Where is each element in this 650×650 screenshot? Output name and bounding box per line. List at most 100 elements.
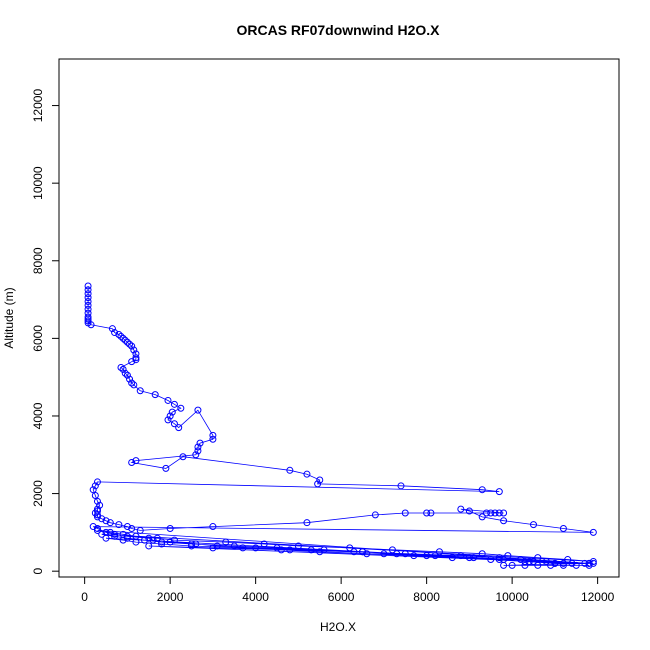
- data-point: [188, 540, 196, 548]
- data-point: [194, 447, 202, 455]
- data-point: [136, 387, 144, 395]
- data-point: [222, 538, 230, 546]
- data-point: [153, 534, 161, 542]
- data-point: [457, 552, 465, 560]
- data-point: [93, 524, 101, 532]
- data-point: [136, 526, 144, 534]
- data-point: [495, 509, 503, 517]
- data-point: [495, 554, 503, 562]
- data-point: [151, 391, 159, 399]
- data-point: [388, 546, 396, 554]
- data-point: [435, 548, 443, 556]
- data-point: [559, 561, 567, 569]
- data-point: [530, 557, 538, 565]
- y-tick-label: 4000: [31, 402, 45, 429]
- data-point: [132, 354, 140, 362]
- data-point: [126, 340, 134, 348]
- data-point: [564, 556, 572, 564]
- data-point: [252, 544, 260, 552]
- data-point: [294, 542, 302, 550]
- data-point: [132, 356, 140, 364]
- data-point: [346, 544, 354, 552]
- data-point: [140, 536, 148, 544]
- data-point: [102, 534, 110, 542]
- data-point: [111, 530, 119, 538]
- x-axis-label: H2O.X: [320, 620, 356, 634]
- data-point: [91, 482, 99, 490]
- data-point: [117, 363, 125, 371]
- data-point: [177, 404, 185, 412]
- data-point: [158, 538, 166, 546]
- data-point: [500, 517, 508, 525]
- data-point: [401, 509, 409, 517]
- data-point: [482, 509, 490, 517]
- data-point: [448, 554, 456, 562]
- data-point: [93, 526, 101, 534]
- data-point: [286, 546, 294, 554]
- data-point: [145, 534, 153, 542]
- data-point: [478, 550, 486, 558]
- data-point: [111, 532, 119, 540]
- data-point: [286, 466, 294, 474]
- data-point: [273, 544, 281, 552]
- data-point: [209, 523, 217, 531]
- data-point: [164, 396, 172, 404]
- data-point: [84, 290, 92, 298]
- data-point: [164, 416, 172, 424]
- x-tick-label: 6000: [328, 590, 355, 604]
- data-point: [106, 519, 114, 527]
- data-point: [559, 524, 567, 532]
- data-point: [194, 443, 202, 451]
- data-point: [166, 412, 174, 420]
- y-axis: 0 2000 4000 6000 8000 10000 12000: [31, 89, 60, 575]
- data-point: [303, 519, 311, 527]
- data-point: [121, 369, 129, 377]
- data-point: [209, 544, 217, 552]
- data-point: [128, 358, 136, 366]
- x-tick-label: 0: [81, 590, 88, 604]
- data-point: [158, 540, 166, 548]
- data-point: [589, 528, 597, 536]
- data-point: [168, 408, 176, 416]
- data-point: [175, 424, 183, 432]
- data-point: [179, 453, 187, 461]
- data-point: [209, 431, 217, 439]
- y-tick-label: 2000: [31, 480, 45, 507]
- data-point: [239, 544, 247, 552]
- data-point: [123, 532, 131, 540]
- data-point: [547, 561, 555, 569]
- data-point: [495, 556, 503, 564]
- data-point: [119, 365, 127, 373]
- data-point: [119, 334, 127, 342]
- data-point: [478, 513, 486, 521]
- data-point: [87, 321, 95, 329]
- data-point: [93, 478, 101, 486]
- x-tick-label: 12000: [581, 590, 615, 604]
- data-point: [132, 457, 140, 465]
- y-tick-label: 12000: [31, 89, 45, 123]
- data-point: [117, 332, 125, 340]
- series-line: [87, 286, 594, 566]
- data-point: [465, 507, 473, 515]
- y-tick-label: 6000: [31, 325, 45, 352]
- data-point: [170, 536, 178, 544]
- data-point: [102, 517, 110, 525]
- data-point: [106, 528, 114, 536]
- data-point: [84, 286, 92, 294]
- data-point: [123, 338, 131, 346]
- data-point: [589, 557, 597, 565]
- data-point: [115, 330, 123, 338]
- data-point: [145, 542, 153, 550]
- data-point: [423, 552, 431, 560]
- plot-frame: [58, 58, 620, 578]
- data-point: [98, 515, 106, 523]
- data-point: [542, 557, 550, 565]
- data-point: [93, 497, 101, 505]
- data-point: [517, 556, 525, 564]
- data-point: [410, 552, 418, 560]
- data-point: [115, 521, 123, 529]
- y-tick-label: 8000: [31, 247, 45, 274]
- data-point: [572, 561, 580, 569]
- data-point: [500, 509, 508, 517]
- data-point: [470, 554, 478, 562]
